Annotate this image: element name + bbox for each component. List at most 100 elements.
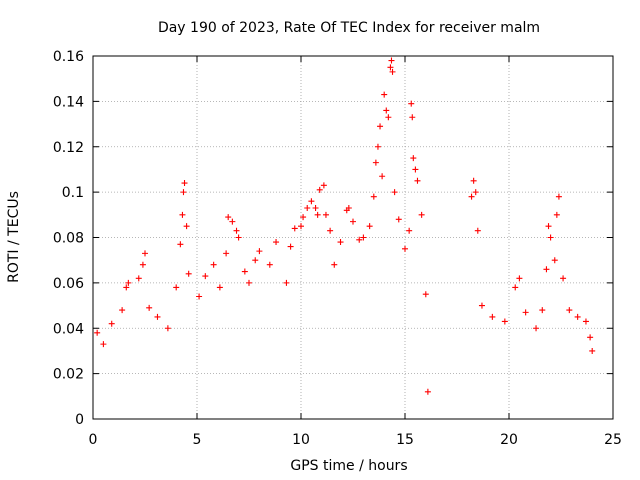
y-tick-label: 0.14 (53, 94, 84, 110)
data-point (418, 211, 425, 218)
y-tick-label: 0 (75, 412, 84, 428)
data-point (406, 227, 413, 234)
y-tick-label: 0.02 (53, 367, 84, 383)
data-point (331, 261, 338, 268)
data-point (389, 68, 396, 75)
y-tick-label: 0.1 (62, 185, 84, 201)
data-point (283, 279, 290, 286)
data-point (587, 334, 594, 341)
data-point (308, 198, 315, 205)
data-point (551, 257, 558, 264)
data-point (370, 193, 377, 200)
data-point (202, 273, 209, 280)
data-point (385, 114, 392, 121)
data-point (181, 180, 188, 187)
data-point (316, 186, 323, 193)
data-point (196, 293, 203, 300)
x-tick-label: 10 (292, 432, 310, 448)
y-axis-ticks: 0 0.02 0.04 0.06 0.08 0.1 0.12 0.14 0.16 (53, 49, 613, 428)
data-point (533, 325, 540, 332)
data-point (395, 216, 402, 223)
data-point (472, 189, 479, 196)
data-point (381, 91, 388, 98)
data-point (154, 313, 161, 320)
data-point (391, 189, 398, 196)
data-point (210, 261, 217, 268)
data-point (223, 250, 230, 257)
data-point (225, 214, 232, 221)
data-point (185, 270, 192, 277)
data-point (410, 155, 417, 162)
data-point (501, 318, 508, 325)
data-point (320, 182, 327, 189)
data-point (512, 284, 519, 291)
data-point (233, 227, 240, 234)
data-point (474, 227, 481, 234)
data-point (241, 268, 248, 275)
y-tick-label: 0.06 (53, 276, 84, 292)
data-point (424, 388, 431, 395)
data-point (252, 257, 259, 264)
x-tick-label: 20 (500, 432, 518, 448)
data-point (383, 107, 390, 114)
data-point (422, 291, 429, 298)
data-point (468, 193, 475, 200)
data-point (300, 214, 307, 221)
data-point (539, 307, 546, 314)
data-point (545, 223, 552, 230)
data-point (374, 143, 381, 150)
y-tick-label: 0.16 (53, 49, 84, 65)
data-point (402, 245, 408, 252)
data-point (173, 284, 180, 291)
x-axis-ticks: 0 5 10 15 20 25 (89, 56, 622, 448)
data-point (123, 284, 130, 291)
y-tick-label: 0.08 (53, 231, 84, 247)
data-point (266, 261, 273, 268)
data-point (94, 329, 101, 336)
data-point (135, 275, 142, 282)
data-point (589, 347, 596, 354)
x-tick-label: 5 (193, 432, 202, 448)
data-point (287, 243, 294, 250)
data-point (377, 123, 384, 130)
data-point (125, 279, 132, 286)
chart-title: Day 190 of 2023, Rate Of TEC Index for r… (158, 20, 540, 36)
data-point (298, 223, 304, 230)
data-point (379, 173, 386, 180)
data-point (516, 275, 523, 282)
data-point (291, 225, 298, 232)
data-point (470, 177, 477, 184)
grid-lines (93, 56, 613, 419)
data-point (304, 205, 311, 212)
data-point (560, 275, 567, 282)
x-tick-label: 0 (89, 432, 98, 448)
data-point (345, 205, 352, 212)
data-point (555, 193, 562, 200)
x-tick-label: 15 (396, 432, 414, 448)
data-point (100, 341, 107, 348)
data-point (337, 239, 344, 246)
data-point (142, 250, 148, 257)
data-point (409, 114, 416, 121)
data-point (387, 64, 394, 71)
data-point (146, 304, 153, 311)
data-point (179, 211, 186, 218)
data-point (327, 227, 334, 234)
data-point (108, 320, 115, 327)
data-points (94, 57, 596, 395)
data-point (489, 313, 496, 320)
data-point (312, 205, 319, 212)
data-point (356, 236, 363, 243)
data-point (235, 234, 242, 241)
data-point (412, 166, 419, 173)
x-axis-label: GPS time / hours (290, 458, 407, 474)
data-point (177, 241, 184, 248)
data-point (478, 302, 485, 309)
data-point (414, 177, 421, 184)
data-point (273, 239, 280, 246)
data-point (372, 159, 379, 166)
data-point (229, 218, 236, 225)
data-point (388, 57, 395, 64)
data-point (408, 100, 415, 107)
